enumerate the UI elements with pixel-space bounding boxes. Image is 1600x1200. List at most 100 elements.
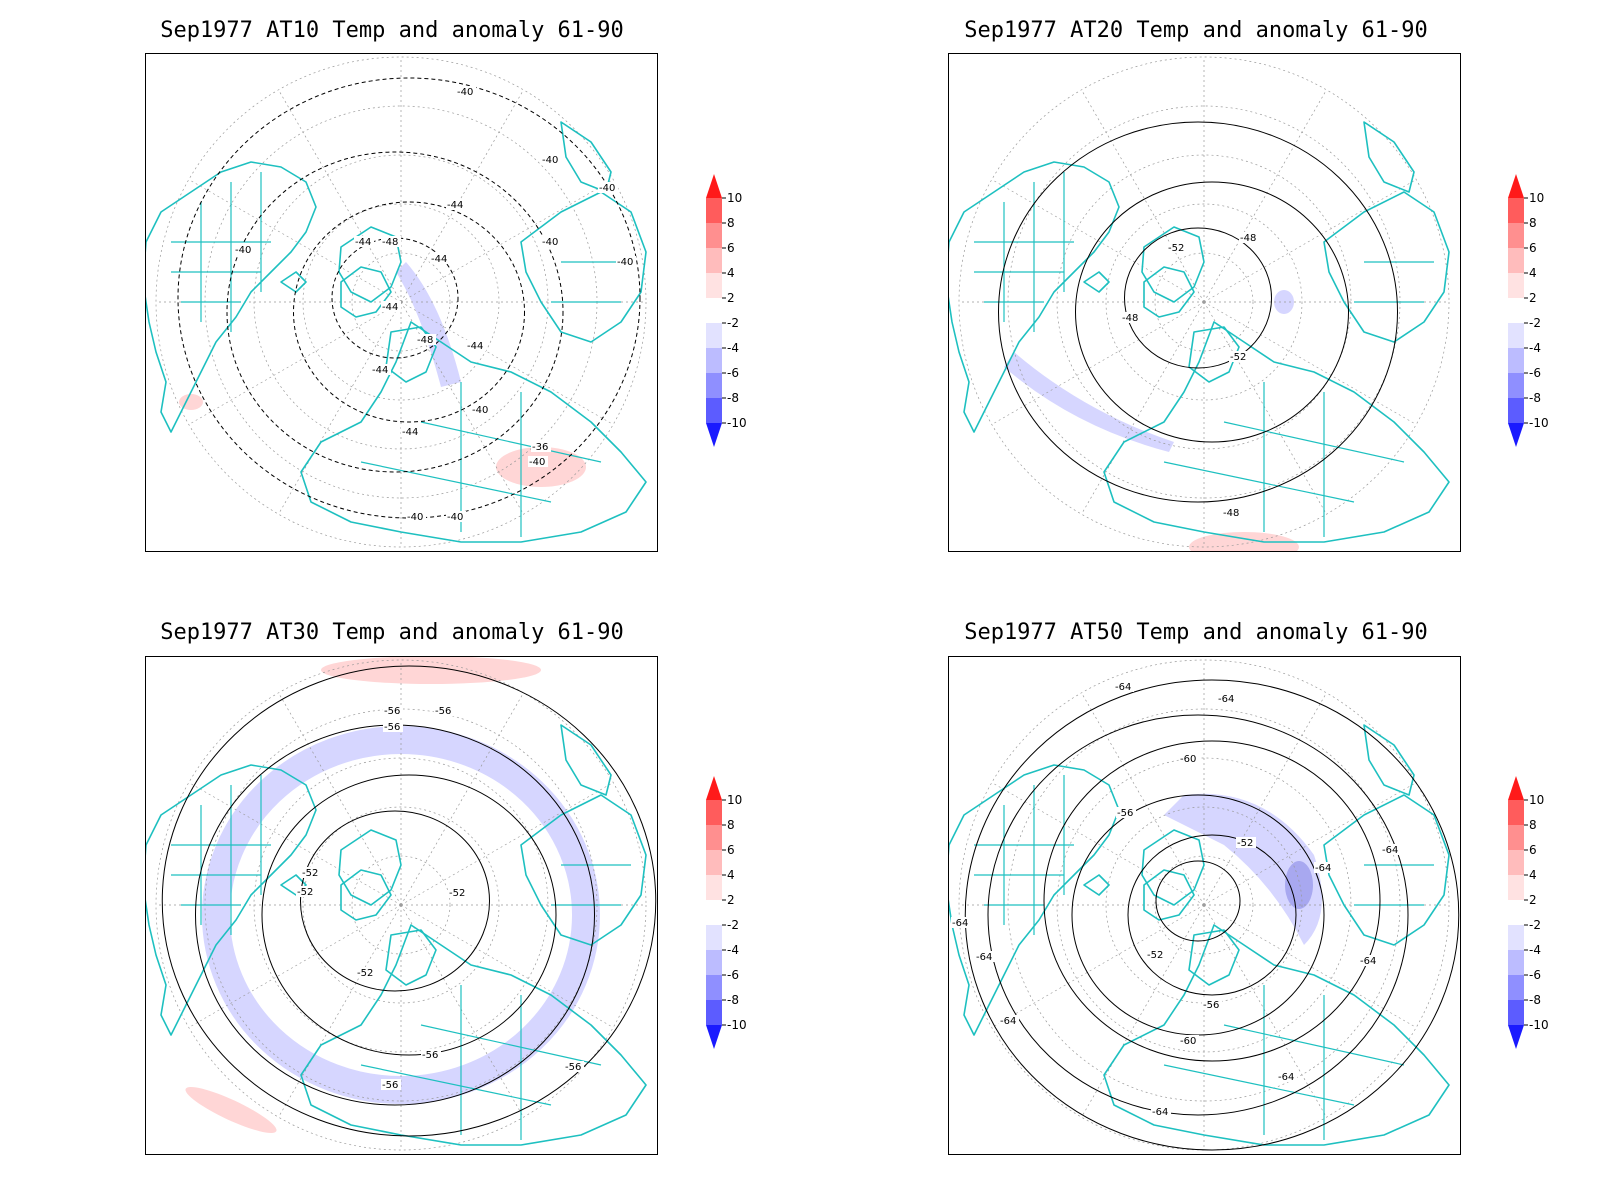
meridian-line	[400, 89, 524, 303]
map-svg: -56 -56 -56 -52 -52 -52 -52 -56 -56 -56	[146, 657, 657, 1151]
border-line	[1223, 421, 1405, 463]
colorbar-tick-label: 4	[727, 266, 735, 280]
colorbar-segment	[706, 348, 722, 373]
coastline	[1188, 929, 1240, 986]
map-svg: -64 -64 -60 -56 -52 -64 -64 -64 -64 -52 -56 -60 -64 -…	[949, 659, 1460, 1151]
panel-title: Sep1977 AT10 Temp and anomaly 61-90	[160, 18, 624, 43]
colorbar-segment	[706, 875, 722, 900]
colorbar-tick-label: 6	[1529, 241, 1537, 255]
contour-label-bg	[456, 86, 476, 97]
anomaly-cool	[396, 262, 461, 387]
colorbar-segment	[1508, 223, 1524, 248]
coastline	[1083, 271, 1110, 293]
colorbar-tick-label: -4	[1529, 341, 1541, 355]
contour-label: -40	[235, 245, 251, 256]
isotherm	[998, 121, 1398, 503]
meridian-line	[188, 904, 402, 1028]
colorbar: 10 8 6 4 2 -2 -4 -6 -8 -10	[1508, 776, 1549, 1049]
colorbar-tick-label: -8	[1529, 391, 1541, 405]
panel-title: Sep1977 AT50 Temp and anomaly 61-90	[964, 620, 1428, 645]
coastline	[949, 764, 1120, 1036]
contour-label: -44	[402, 427, 418, 438]
meridian-line	[1081, 301, 1205, 515]
meridian-line	[400, 692, 524, 906]
panel-title: Sep1977 AT20 Temp and anomaly 61-90	[964, 18, 1428, 43]
coastline	[338, 829, 402, 906]
contour-label-bg	[421, 1049, 441, 1060]
colorbar-tick-label: -2	[727, 316, 739, 330]
coastline	[338, 226, 402, 303]
colorbar-tick-label: 8	[1529, 818, 1537, 832]
coastline	[1363, 121, 1415, 193]
colorbar-segment	[1508, 273, 1524, 298]
contour-label: -44	[431, 254, 447, 265]
contour-label: -44	[467, 341, 483, 352]
contour-label-bg	[564, 1061, 584, 1072]
colorbar-segment	[706, 198, 722, 223]
isotherm	[1155, 860, 1241, 942]
colorbar-segment	[706, 800, 722, 825]
coastline	[1103, 924, 1450, 1146]
isotherm	[300, 810, 490, 992]
contour-label: -64	[1218, 694, 1234, 705]
colorbar-segment	[1508, 925, 1524, 950]
contour-label-bg	[1277, 1071, 1297, 1082]
isotherm	[261, 774, 557, 1056]
colorbar-segment	[1508, 198, 1524, 223]
contour-label-bg	[381, 1079, 401, 1090]
coastline	[1141, 829, 1205, 906]
meridian-line	[1203, 179, 1417, 303]
contour-label-bg	[448, 887, 468, 898]
contour-label-bg	[951, 917, 971, 928]
polar-map: -64 -64 -60 -56 -52 -64 -64 -64 -64 -52 -56 -60 -64 -…	[948, 656, 1461, 1155]
colorbar-segment	[706, 323, 722, 348]
coastline	[1363, 724, 1415, 796]
contour-label-bg	[1314, 862, 1334, 873]
contour-label-bg	[531, 441, 551, 452]
map-svg: -40 -40 -40 -40 -40 -40 -44 -44 -48 -44 -44 -48 -44 -…	[146, 56, 647, 548]
colorbar-arrow-top	[1508, 776, 1524, 800]
colorbar-tick-label: -8	[727, 993, 739, 1007]
colorbar-tick-label: 10	[727, 793, 742, 807]
meridian-line	[278, 89, 402, 303]
contour-label: -40	[529, 457, 545, 468]
meridian-line	[1081, 692, 1205, 906]
contour-label: -64	[1115, 682, 1131, 693]
colorbar-tick-label: -2	[1529, 316, 1541, 330]
coastline	[520, 191, 647, 343]
meridian-line	[1203, 301, 1327, 515]
contour-label: -56	[435, 706, 451, 717]
contour-label: -52	[1168, 243, 1184, 254]
border-line	[360, 1064, 552, 1106]
colorbar-tick-label: -6	[727, 366, 739, 380]
contour-label-bg	[999, 1015, 1019, 1026]
colorbar-tick-label: 10	[1529, 793, 1544, 807]
latitude-circle	[351, 855, 451, 955]
contour-label: -44	[355, 237, 371, 248]
contour-label: -64	[1360, 956, 1376, 967]
contour-label: -44	[447, 200, 463, 211]
colorbar-arrow-top	[706, 174, 722, 198]
border-line	[1163, 461, 1355, 503]
colorbar-tick-label: -4	[1529, 943, 1541, 957]
meridian-line	[1081, 89, 1205, 303]
latitude-circle	[1105, 203, 1303, 401]
colorbar-segment	[706, 223, 722, 248]
contour-label: -56	[382, 1080, 398, 1091]
colorbar-arrow-top	[706, 776, 722, 800]
contour-label-bg	[434, 705, 454, 716]
coastline	[1141, 226, 1205, 303]
contour-label-bg	[541, 236, 561, 247]
colorbar-tick-label: 2	[1529, 893, 1537, 907]
colorbar-tick-label: -10	[1529, 416, 1549, 430]
colorbar-segment	[706, 373, 722, 398]
coastline	[1143, 869, 1195, 921]
latitude-circle	[1154, 855, 1254, 955]
colorbar-segment	[706, 850, 722, 875]
anomaly-warm	[321, 657, 541, 684]
colorbar-segment	[706, 1000, 722, 1025]
meridian-line	[188, 179, 402, 303]
meridian-line	[1203, 904, 1417, 1028]
anomaly-cool	[1004, 352, 1174, 452]
contour-label: -48	[1240, 233, 1256, 244]
